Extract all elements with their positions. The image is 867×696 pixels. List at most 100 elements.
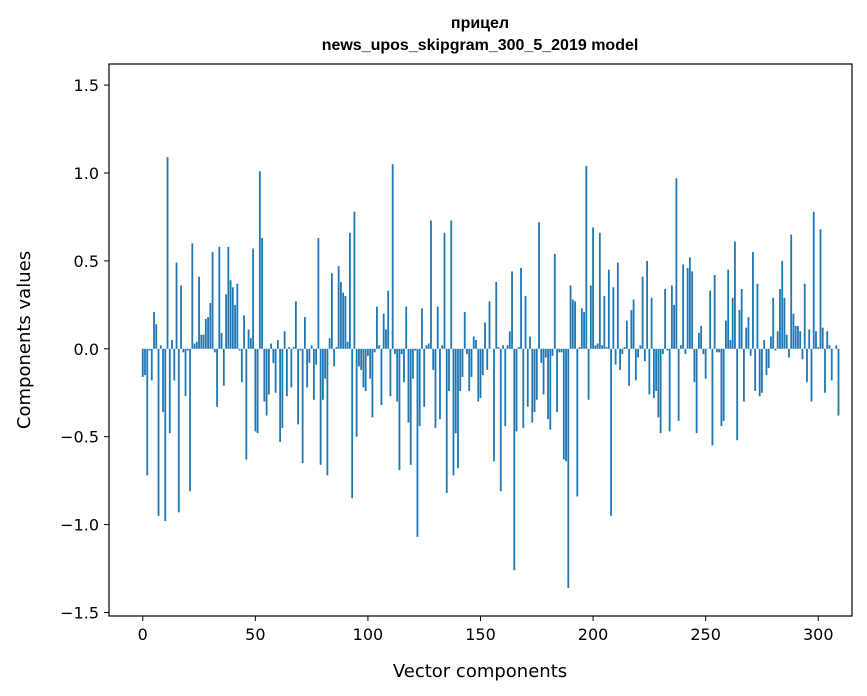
bar-288 [790,234,793,349]
bar-105 [378,345,381,349]
bar-153 [486,348,489,370]
bar-8 [159,345,162,349]
bar-156 [493,348,495,462]
bar-0 [141,348,144,377]
bar-22 [191,243,194,349]
bar-90 [344,296,347,349]
bar-28 [204,318,207,349]
bar-253 [711,348,714,446]
bar-121 [414,348,417,351]
bar-113 [396,348,399,402]
bar-16 [177,348,180,513]
bar-40 [231,287,234,349]
bar-141 [459,348,462,391]
bar-163 [508,331,511,349]
bar-58 [272,348,275,363]
bar-198 [587,348,590,400]
bar-38 [227,246,230,349]
bar-30 [209,303,212,349]
bar-4 [150,348,153,381]
bar-120 [412,348,414,379]
bar-296 [808,329,811,349]
bar-194 [578,347,581,349]
bar-268 [745,327,748,349]
bar-210 [614,348,617,365]
bar-89 [342,292,345,349]
bar-55 [265,348,268,416]
bar-96 [358,348,360,367]
bar-65 [288,347,291,349]
bar-247 [698,332,700,349]
bar-200 [592,227,594,349]
bar-10 [164,348,167,522]
bar-93 [351,348,354,499]
bar-201 [594,345,597,349]
x-tick-label: 100 [353,625,384,644]
bar-272 [754,348,757,391]
bar-132 [439,348,441,420]
bar-191 [571,299,574,349]
bar-206 [605,347,608,349]
bar-187 [562,348,565,460]
bar-267 [743,348,745,402]
bar-173 [531,348,534,423]
bar-3 [148,348,151,351]
bar-276 [763,340,766,349]
bar-116 [403,348,405,383]
bar-138 [452,348,455,476]
bar-110 [389,348,392,397]
bar-83 [328,338,331,349]
bar-230 [659,348,662,434]
bar-149 [477,348,480,402]
bar-261 [729,340,732,349]
bar-147 [472,336,475,349]
bar-11 [166,157,169,349]
bars-group [141,157,840,588]
bar-139 [454,348,457,434]
bar-2 [146,348,149,476]
x-tick-label: 300 [803,625,834,644]
bar-145 [468,348,471,391]
bar-60 [276,340,279,349]
bar-23 [193,343,196,349]
bar-130 [434,348,437,428]
bar-161 [504,348,507,427]
bar-124 [421,308,423,349]
bar-262 [731,297,734,349]
x-tick-label: 200 [578,625,609,644]
bar-282 [776,331,779,349]
y-tick-label: −1.0 [60,516,99,535]
bar-25 [198,276,200,349]
bar-137 [450,220,453,349]
bar-87 [337,266,340,349]
bar-103 [373,348,376,353]
bar-233 [666,348,669,351]
bar-242 [686,267,689,349]
bar-126 [425,345,428,349]
bar-273 [756,283,759,349]
bar-175 [535,348,538,400]
bar-74 [308,348,311,363]
bar-205 [603,296,606,349]
bar-234 [668,348,671,432]
bar-86 [335,347,338,349]
bar-49 [252,248,254,349]
y-tick-label: 0.0 [74,340,99,359]
bar-114 [398,348,401,471]
bar-61 [279,348,282,442]
y-tick-label: 1.0 [74,164,99,183]
bar-92 [349,232,351,349]
bar-82 [326,348,329,476]
bar-309 [837,348,840,416]
bar-180 [547,348,549,420]
bar-29 [207,317,209,349]
bar-203 [598,232,601,349]
bar-33 [216,348,218,407]
bar-5 [153,311,155,349]
bar-135 [445,348,448,493]
bar-240 [682,264,685,349]
bar-186 [560,348,563,353]
bar-75 [310,345,313,349]
bar-248 [700,325,703,349]
bar-227 [652,348,655,399]
